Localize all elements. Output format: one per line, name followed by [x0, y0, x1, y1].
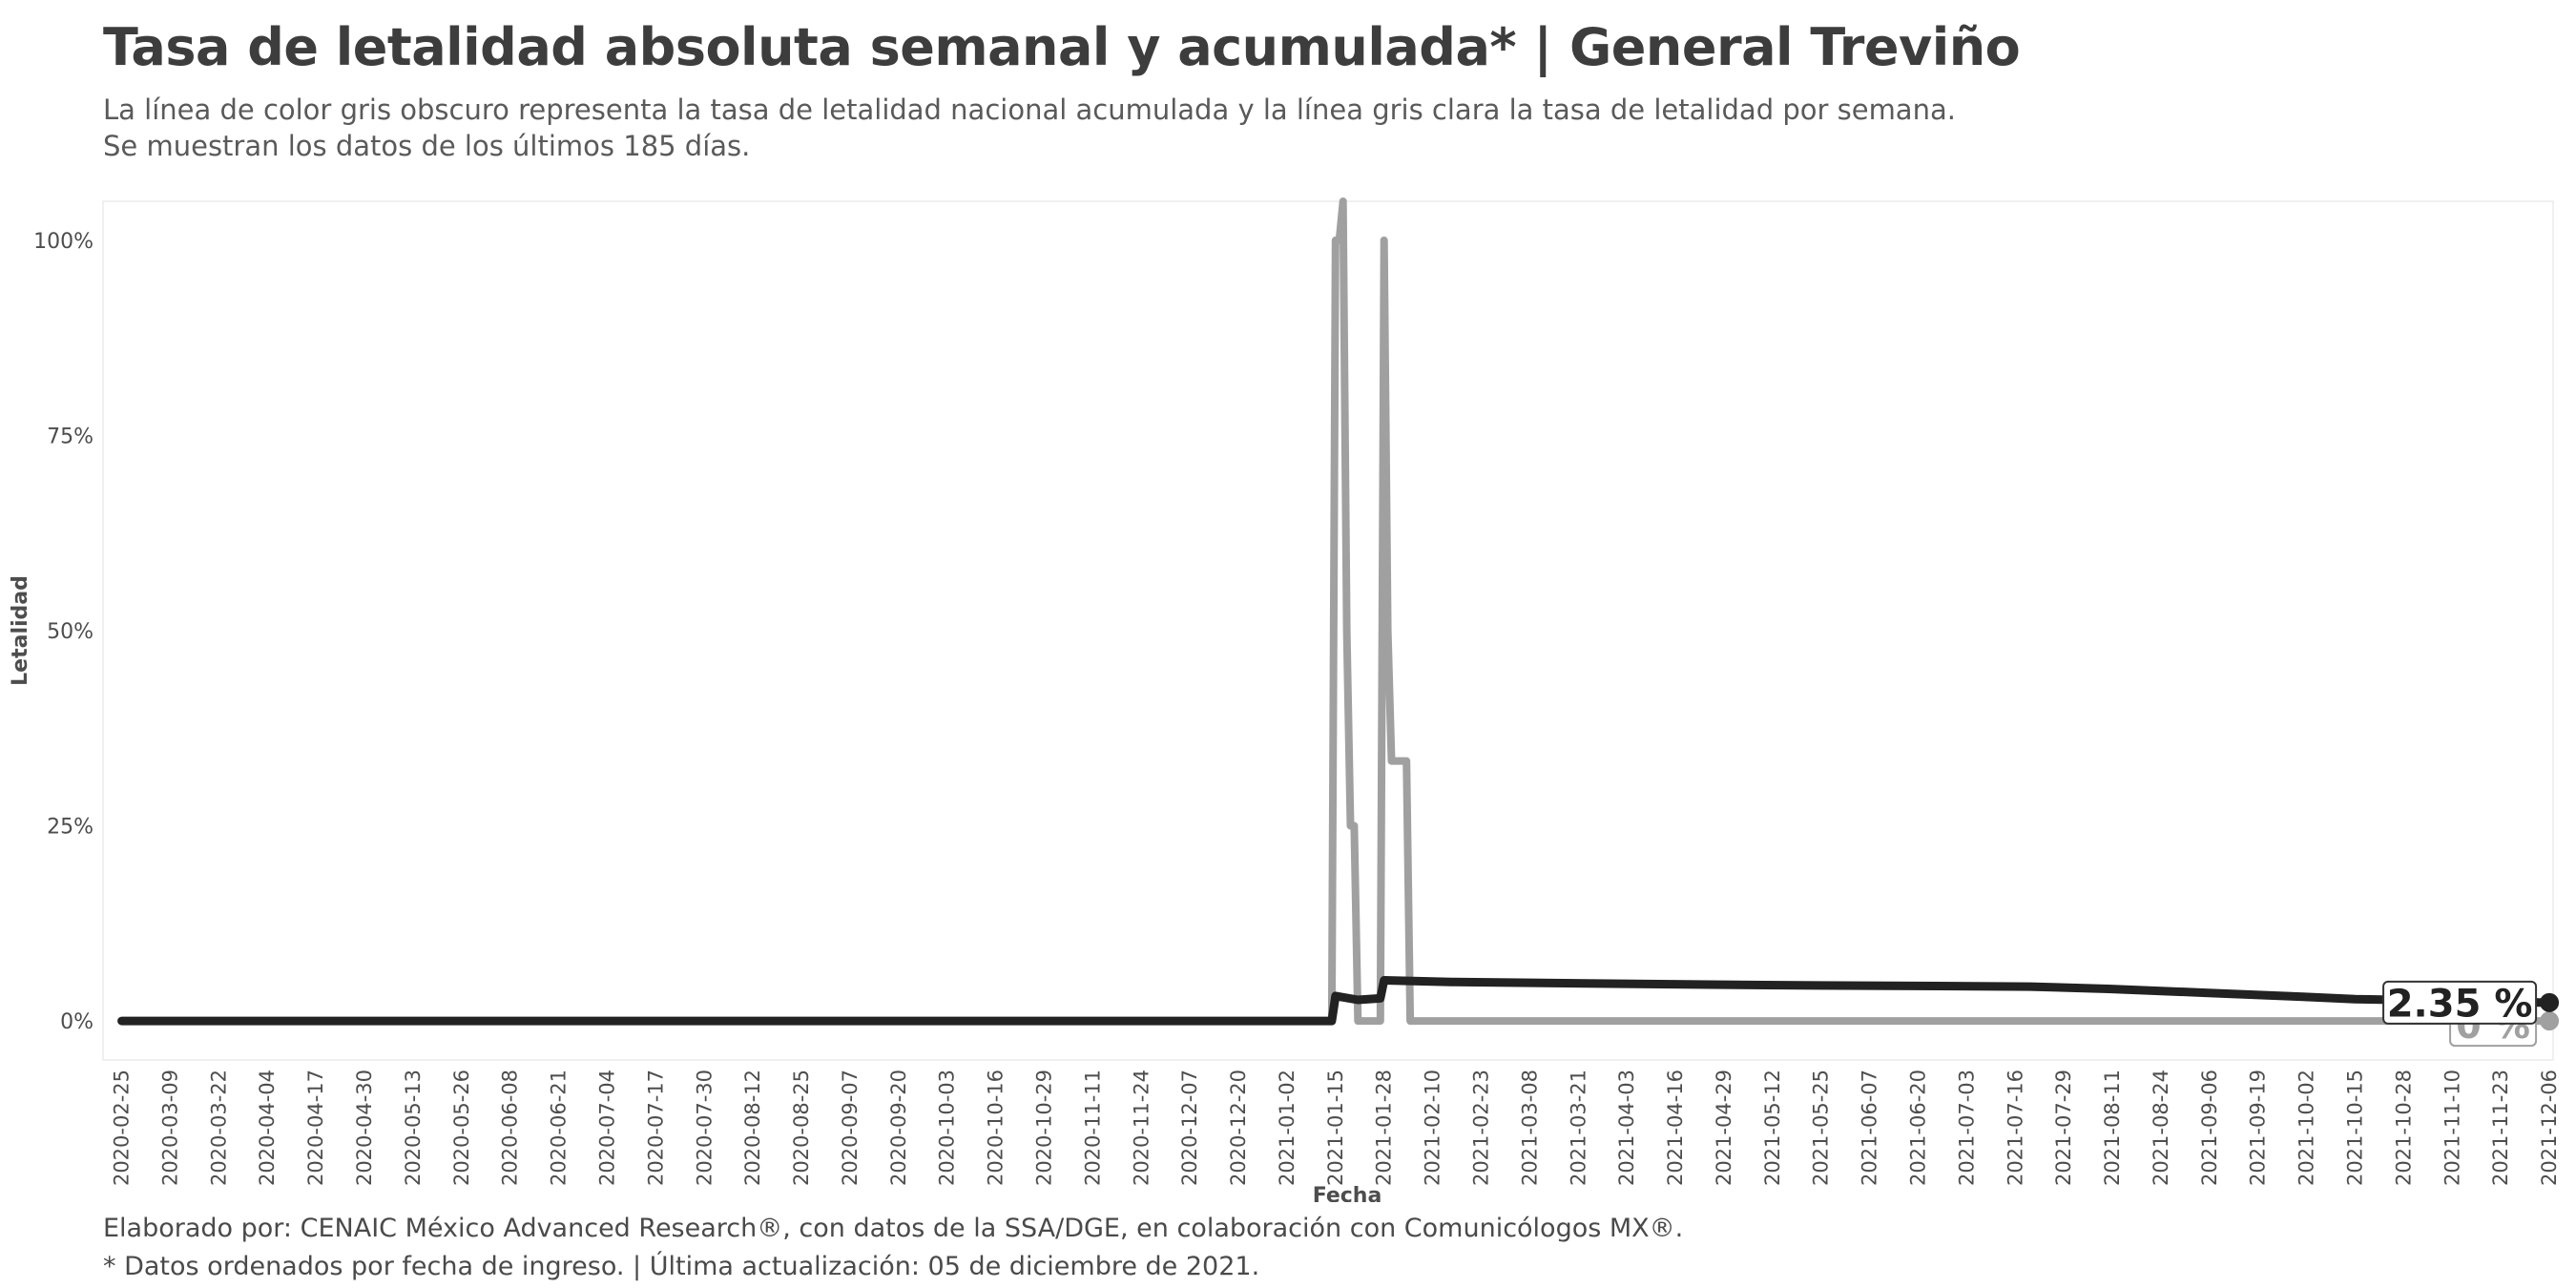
y-tick-label: 100%: [33, 230, 93, 254]
x-tick-label: 2021-03-08: [1518, 1070, 1541, 1186]
x-tick-label: 2020-08-12: [741, 1070, 764, 1186]
x-tick-label: 2021-02-23: [1470, 1070, 1493, 1186]
subtitle-line: Se muestran los datos de los últimos 185…: [103, 130, 751, 162]
x-tick-label: 2021-05-12: [1761, 1070, 1784, 1186]
x-tick-label: 2020-09-07: [839, 1070, 862, 1186]
x-axis-title: Fecha: [1313, 1184, 1382, 1202]
x-tick-label: 2020-11-24: [1130, 1070, 1153, 1186]
x-tick-label: 2021-11-10: [2441, 1070, 2463, 1186]
caption-line: Elaborado por: CENAIC México Advanced Re…: [103, 1214, 1684, 1243]
series-lines: [117, 197, 2560, 1031]
x-tick-label: 2021-01-15: [1324, 1070, 1347, 1186]
y-tick-label: 25%: [47, 816, 93, 840]
x-tick-label: 2021-07-03: [1955, 1070, 1978, 1186]
x-tick-label: 2021-10-02: [2296, 1070, 2318, 1186]
y-tick-label: 0%: [60, 1010, 93, 1034]
x-tick-label: 2020-10-16: [985, 1070, 1008, 1186]
y-tick-label: 50%: [47, 620, 93, 644]
caption-line: * Datos ordenados por fecha de ingreso. …: [103, 1252, 1260, 1281]
x-tick-label: 2021-01-28: [1373, 1070, 1396, 1186]
x-tick-label: 2021-07-16: [2004, 1070, 2026, 1186]
x-tick-label: 2020-10-29: [1032, 1070, 1055, 1186]
x-tick-label: 2020-07-04: [595, 1070, 618, 1186]
x-tick-label: 2021-07-29: [2052, 1070, 2075, 1186]
cumulative-series-line: [117, 976, 2554, 1026]
x-tick-label: 2021-01-02: [1276, 1070, 1298, 1186]
end-labels: 0 %2.35 %: [2382, 980, 2538, 1048]
subtitle-line: La línea de color gris obscuro represent…: [103, 93, 1956, 126]
x-tick-label: 2021-11-23: [2489, 1070, 2512, 1186]
x-tick-label: 2021-05-25: [1810, 1070, 1833, 1186]
x-tick-label: 2020-12-07: [1178, 1070, 1201, 1186]
x-tick-label: 2020-04-30: [353, 1070, 376, 1186]
weekly-end-point: [2540, 1011, 2560, 1031]
x-tick-label: 2020-02-25: [111, 1070, 134, 1186]
chart-subtitle: La línea de color gris obscuro represent…: [103, 92, 1956, 164]
x-tick-label: 2020-07-17: [644, 1070, 667, 1186]
line-chart: 0%25%50%75%100% 2020-02-25 2020-03-09 2020…: [9, 197, 2562, 1202]
x-axis: 2020-02-25 2020-03-09 2020-03-22 2020-04-04…: [111, 1070, 2562, 1186]
x-tick-label: 2020-04-17: [304, 1070, 327, 1186]
x-tick-label: 2021-04-03: [1615, 1070, 1638, 1186]
x-tick-label: 2021-06-07: [1859, 1070, 1881, 1186]
x-tick-label: 2020-09-20: [887, 1070, 910, 1186]
x-tick-label: 2021-06-20: [1907, 1070, 1930, 1186]
x-tick-label: 2020-11-11: [1081, 1070, 1104, 1186]
x-tick-label: 2020-07-30: [693, 1070, 716, 1186]
x-tick-label: 2021-02-10: [1422, 1070, 1444, 1186]
x-tick-label: 2020-06-08: [499, 1070, 522, 1186]
x-tick-label: 2020-03-09: [158, 1070, 181, 1186]
x-tick-label: 2020-03-22: [207, 1070, 230, 1186]
cumulative-end-label: 2.35 %: [2387, 982, 2533, 1026]
x-tick-label: 2021-03-21: [1567, 1070, 1589, 1186]
x-tick-label: 2021-10-15: [2344, 1070, 2367, 1186]
x-tick-label: 2021-12-06: [2538, 1070, 2561, 1186]
plot-panel: [102, 200, 2554, 1061]
cumulative-label-box: [2382, 980, 2538, 1025]
x-tick-label: 2020-10-03: [936, 1070, 959, 1186]
x-tick-label: 2021-09-19: [2247, 1070, 2270, 1186]
x-tick-label: 2021-09-06: [2198, 1070, 2221, 1186]
x-tick-label: 2021-10-28: [2392, 1070, 2415, 1186]
x-tick-label: 2020-12-20: [1227, 1070, 1250, 1186]
x-tick-label: 2020-05-13: [402, 1070, 425, 1186]
y-tick-label: 75%: [47, 425, 93, 448]
x-tick-label: 2020-06-21: [548, 1070, 571, 1186]
x-tick-label: 2020-08-25: [790, 1070, 813, 1186]
x-tick-label: 2021-08-24: [2150, 1070, 2172, 1186]
x-tick-label: 2020-04-04: [256, 1070, 279, 1186]
x-tick-label: 2020-05-26: [450, 1070, 473, 1186]
weekly-series-line: [117, 197, 2554, 1026]
y-axis: 0% 25% 50% 75% 100%: [33, 230, 93, 1034]
x-tick-label: 2021-08-11: [2101, 1070, 2124, 1186]
x-tick-label: 2021-04-29: [1713, 1070, 1735, 1186]
x-tick-label: 2021-04-16: [1664, 1070, 1687, 1186]
cumulative-end-point: [2540, 992, 2560, 1012]
y-axis-title: Letalidad: [9, 575, 32, 686]
chart-title: Tasa de letalidad absoluta semanal y acu…: [103, 17, 2021, 77]
chart-caption: Elaborado por: CENAIC México Advanced Re…: [103, 1210, 1683, 1286]
